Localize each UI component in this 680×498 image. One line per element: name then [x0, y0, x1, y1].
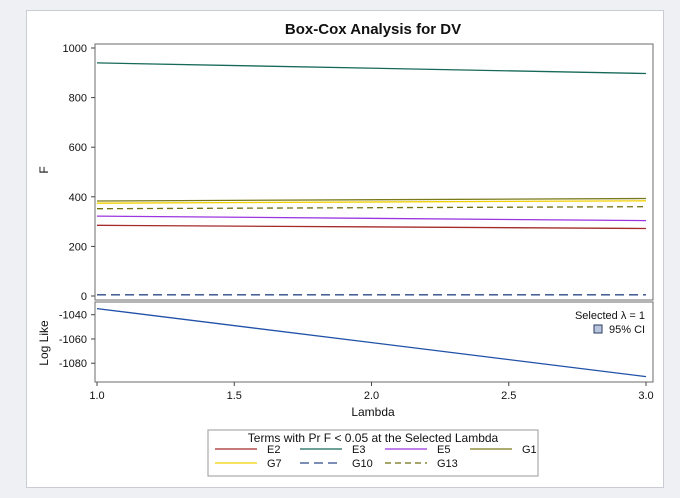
selected-lambda-label: Selected λ = 1 [575, 310, 645, 322]
x-tick-label: 1.0 [89, 390, 104, 402]
series-line-e5 [96, 215, 647, 222]
legend-label-g10: G10 [352, 458, 373, 470]
series-line-g7 [96, 200, 647, 204]
top-panel-frame [94, 43, 654, 301]
legend-items: E2 E3 E5 G1 G7 G10 G13 [215, 444, 537, 470]
y-tick-label: 400 [69, 192, 87, 204]
y-tick-label: 200 [69, 241, 87, 253]
series-line-g13 [96, 206, 647, 210]
series-line-e3 [96, 62, 647, 75]
x-tick-label: 1.5 [227, 390, 242, 402]
ci-label: 95% CI [609, 324, 645, 336]
y-tick-label: 0 [81, 291, 87, 303]
series-line-log-like [96, 307, 647, 378]
x-tick-label: 2.5 [501, 390, 516, 402]
top-y-axis: 0 200 400 600 800 1000 [63, 43, 95, 303]
y-tick-label: 600 [69, 142, 87, 154]
y-tick-label: 800 [69, 93, 87, 105]
x-tick-label: 3.0 [638, 390, 653, 402]
y-tick-label: -1060 [59, 334, 87, 346]
top-y-axis-label: F [37, 166, 51, 173]
graph-frame [26, 10, 664, 488]
y-tick-label: -1040 [59, 310, 87, 322]
legend-label-g1: G1 [522, 444, 537, 456]
legend-box [207, 429, 539, 477]
series-line-g1 [96, 197, 647, 202]
legend-label-e2: E2 [267, 444, 280, 456]
legend-label-e5: E5 [437, 444, 450, 456]
bottom-series-lines [96, 307, 647, 378]
chart-title: Box-Cox Analysis for DV [285, 21, 461, 38]
legend-label-e3: E3 [352, 444, 365, 456]
bottom-panel-frame [94, 301, 654, 383]
series-line-e2 [96, 224, 647, 230]
bottom-y-axis: -1040 -1060 -1080 [59, 310, 95, 370]
x-tick-label: 2.0 [364, 390, 379, 402]
legend-title: Terms with Pr F < 0.05 at the Selected L… [248, 431, 499, 445]
top-series-lines [96, 62, 647, 296]
bottom-y-axis-label: Log Like [37, 320, 51, 366]
legend-label-g7: G7 [267, 458, 282, 470]
x-axis-label: Lambda [351, 405, 395, 419]
x-axis: 1.0 1.5 2.0 2.5 3.0 [89, 382, 654, 402]
y-tick-label: 1000 [63, 43, 87, 55]
legend-label-g13: G13 [437, 458, 458, 470]
y-tick-label: -1080 [59, 358, 87, 370]
ci-swatch [593, 324, 603, 334]
